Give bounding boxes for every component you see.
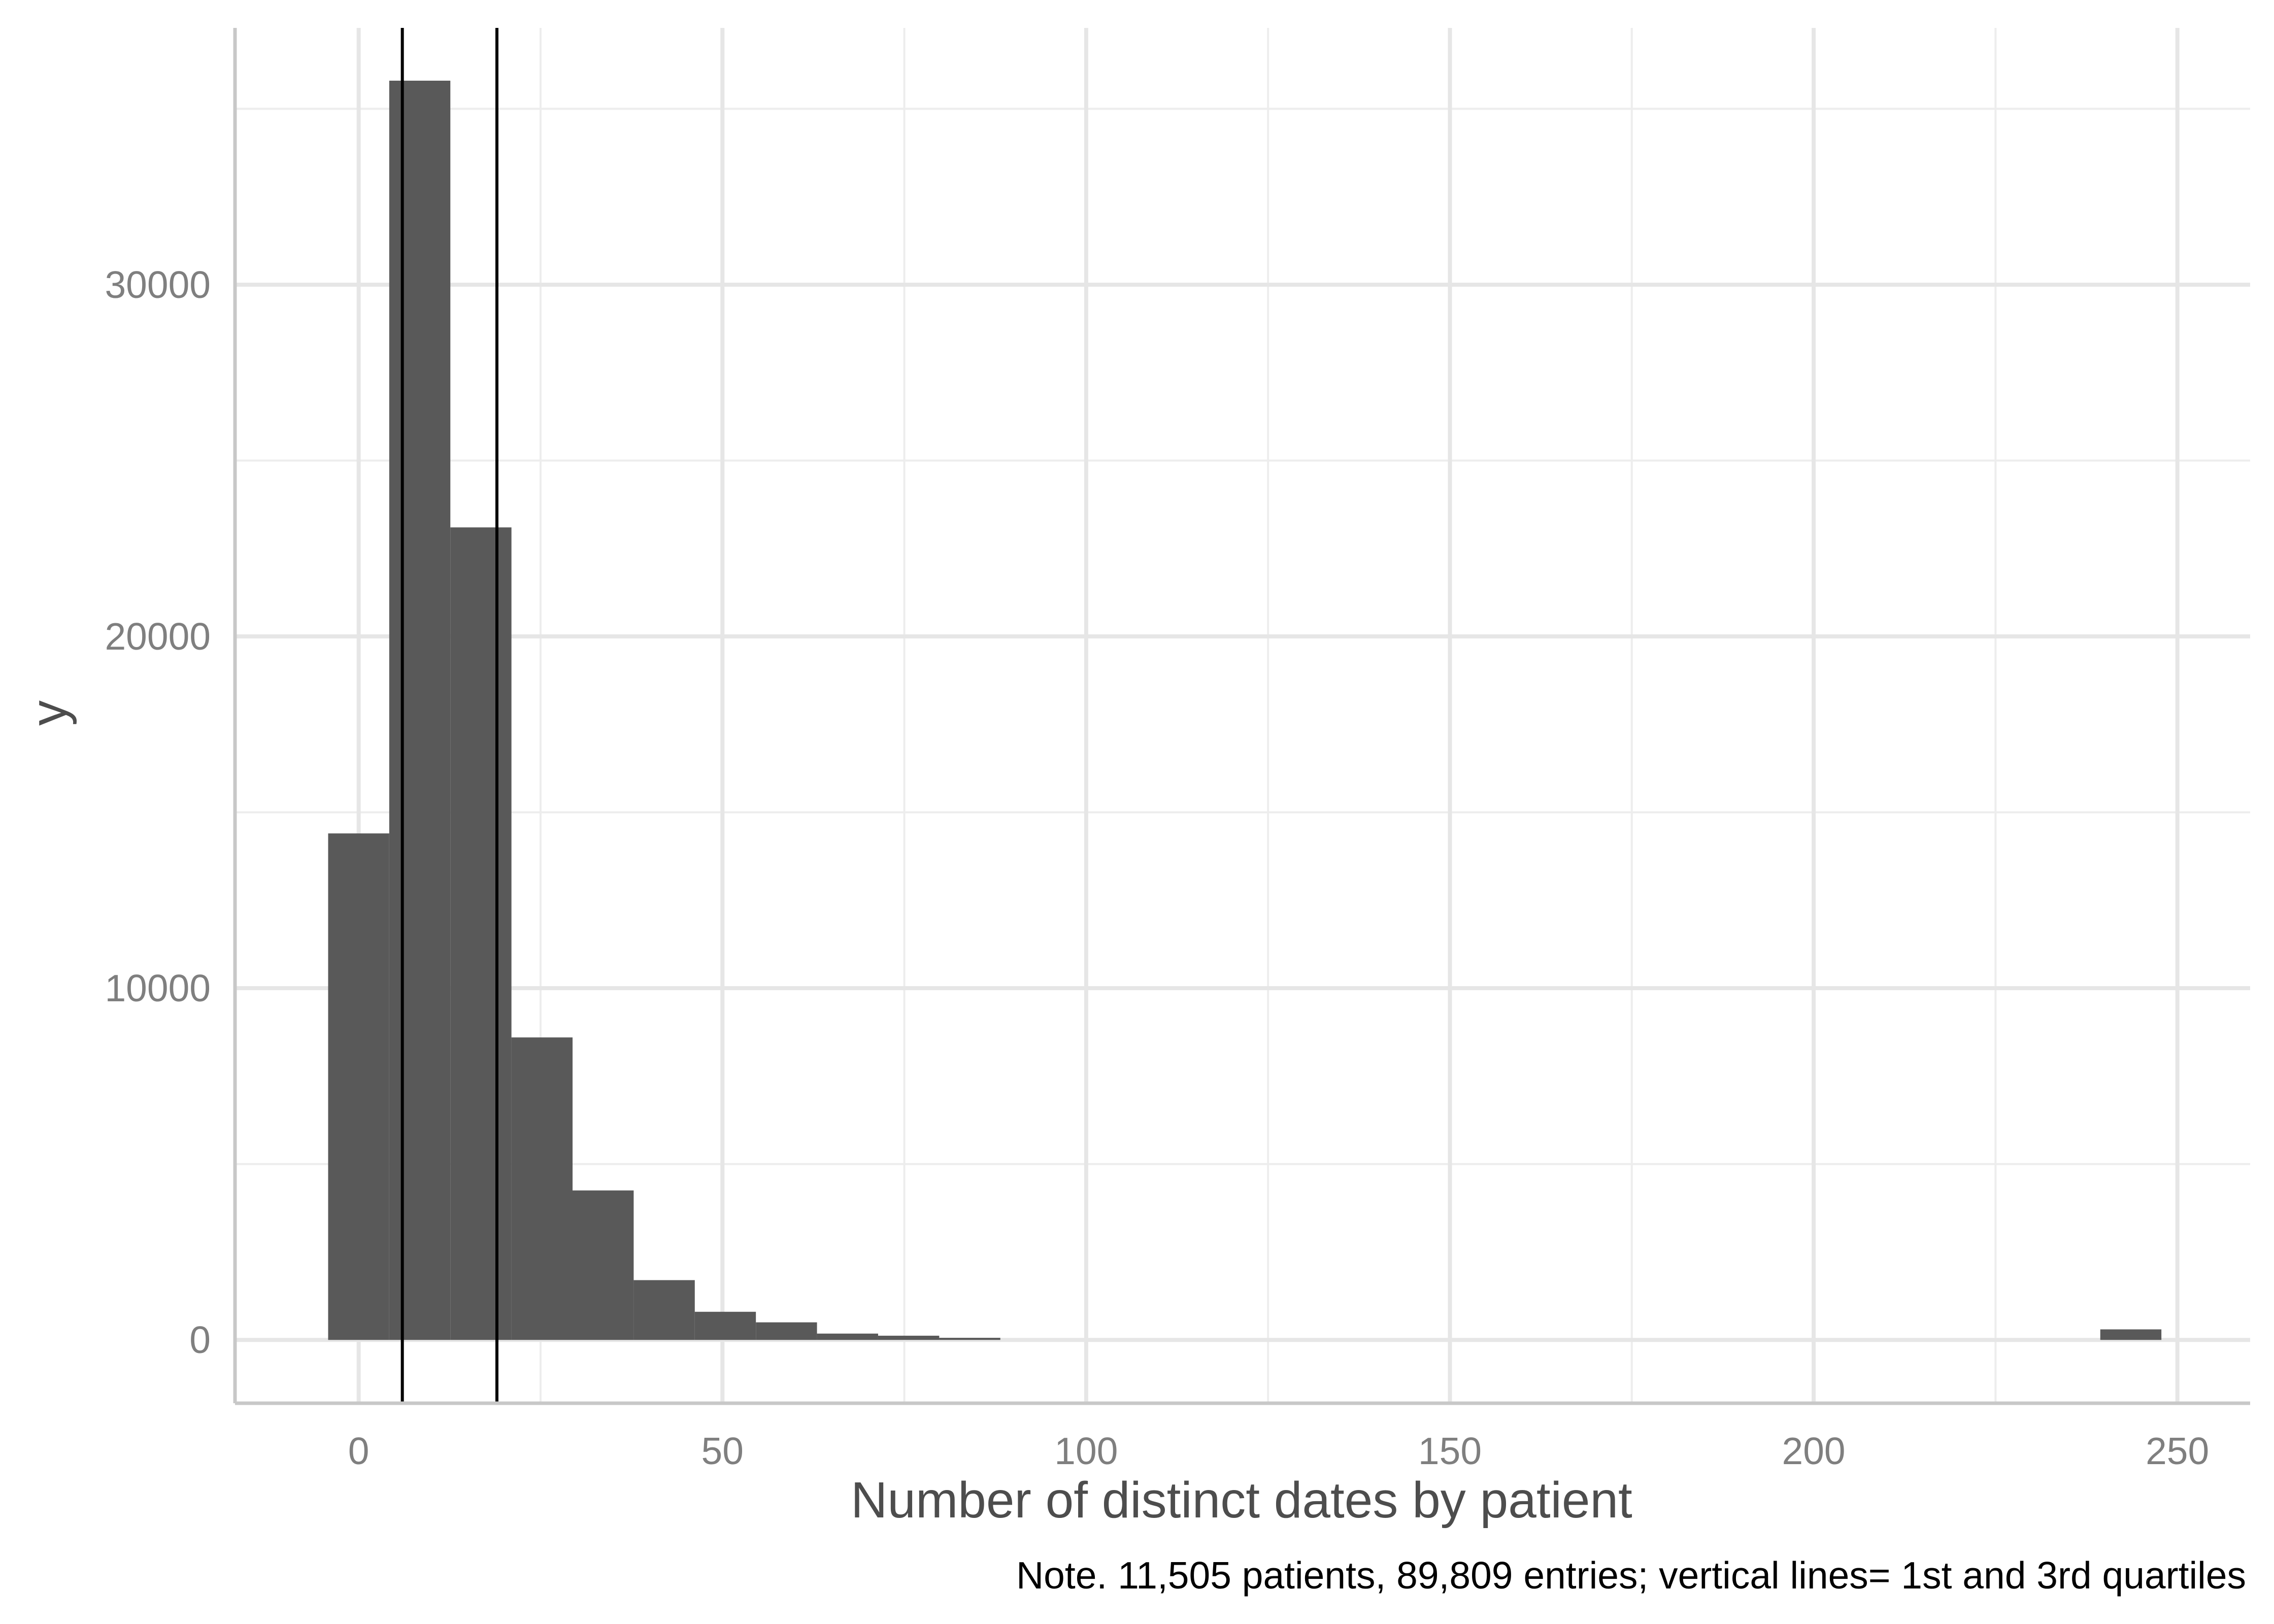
y-tick-label: 20000 (105, 615, 211, 658)
histogram-bar (573, 1190, 634, 1340)
quartile-lines (400, 28, 498, 1403)
x-tick-label: 0 (348, 1430, 370, 1472)
x-tick-label: 200 (1782, 1430, 1846, 1472)
histogram-bar (939, 1338, 1000, 1340)
x-tick-label: 250 (2146, 1430, 2209, 1472)
histogram-bar (389, 80, 451, 1340)
chart-caption: Note. 11,505 patients, 89,809 entries; v… (1016, 1554, 2246, 1597)
histogram-bar (328, 833, 389, 1340)
histogram-bars (328, 80, 2162, 1340)
major-gridlines (235, 28, 2250, 1403)
y-tick-labels: 0 10000 20000 30000 (105, 263, 211, 1361)
histogram-bar (450, 527, 512, 1340)
histogram-bar (2100, 1329, 2162, 1340)
y-tick-label: 30000 (105, 263, 211, 306)
histogram-bar (694, 1311, 756, 1340)
histogram-bar (633, 1280, 695, 1340)
histogram-bar (511, 1037, 573, 1340)
x-tick-label: 150 (1418, 1430, 1482, 1472)
y-tick-label: 10000 (105, 967, 211, 1009)
histogram-bar (817, 1333, 878, 1340)
y-axis-title: y (20, 700, 77, 726)
histogram-bar (756, 1322, 817, 1340)
y-tick-label: 0 (189, 1318, 211, 1361)
histogram-bar (878, 1335, 940, 1340)
x-tick-labels: 0 50 100 150 200 250 (348, 1430, 2209, 1472)
x-axis-title: Number of distinct dates by patient (851, 1472, 1632, 1529)
axes (233, 28, 2250, 1405)
x-tick-label: 100 (1054, 1430, 1118, 1472)
x-tick-label: 50 (701, 1430, 744, 1472)
